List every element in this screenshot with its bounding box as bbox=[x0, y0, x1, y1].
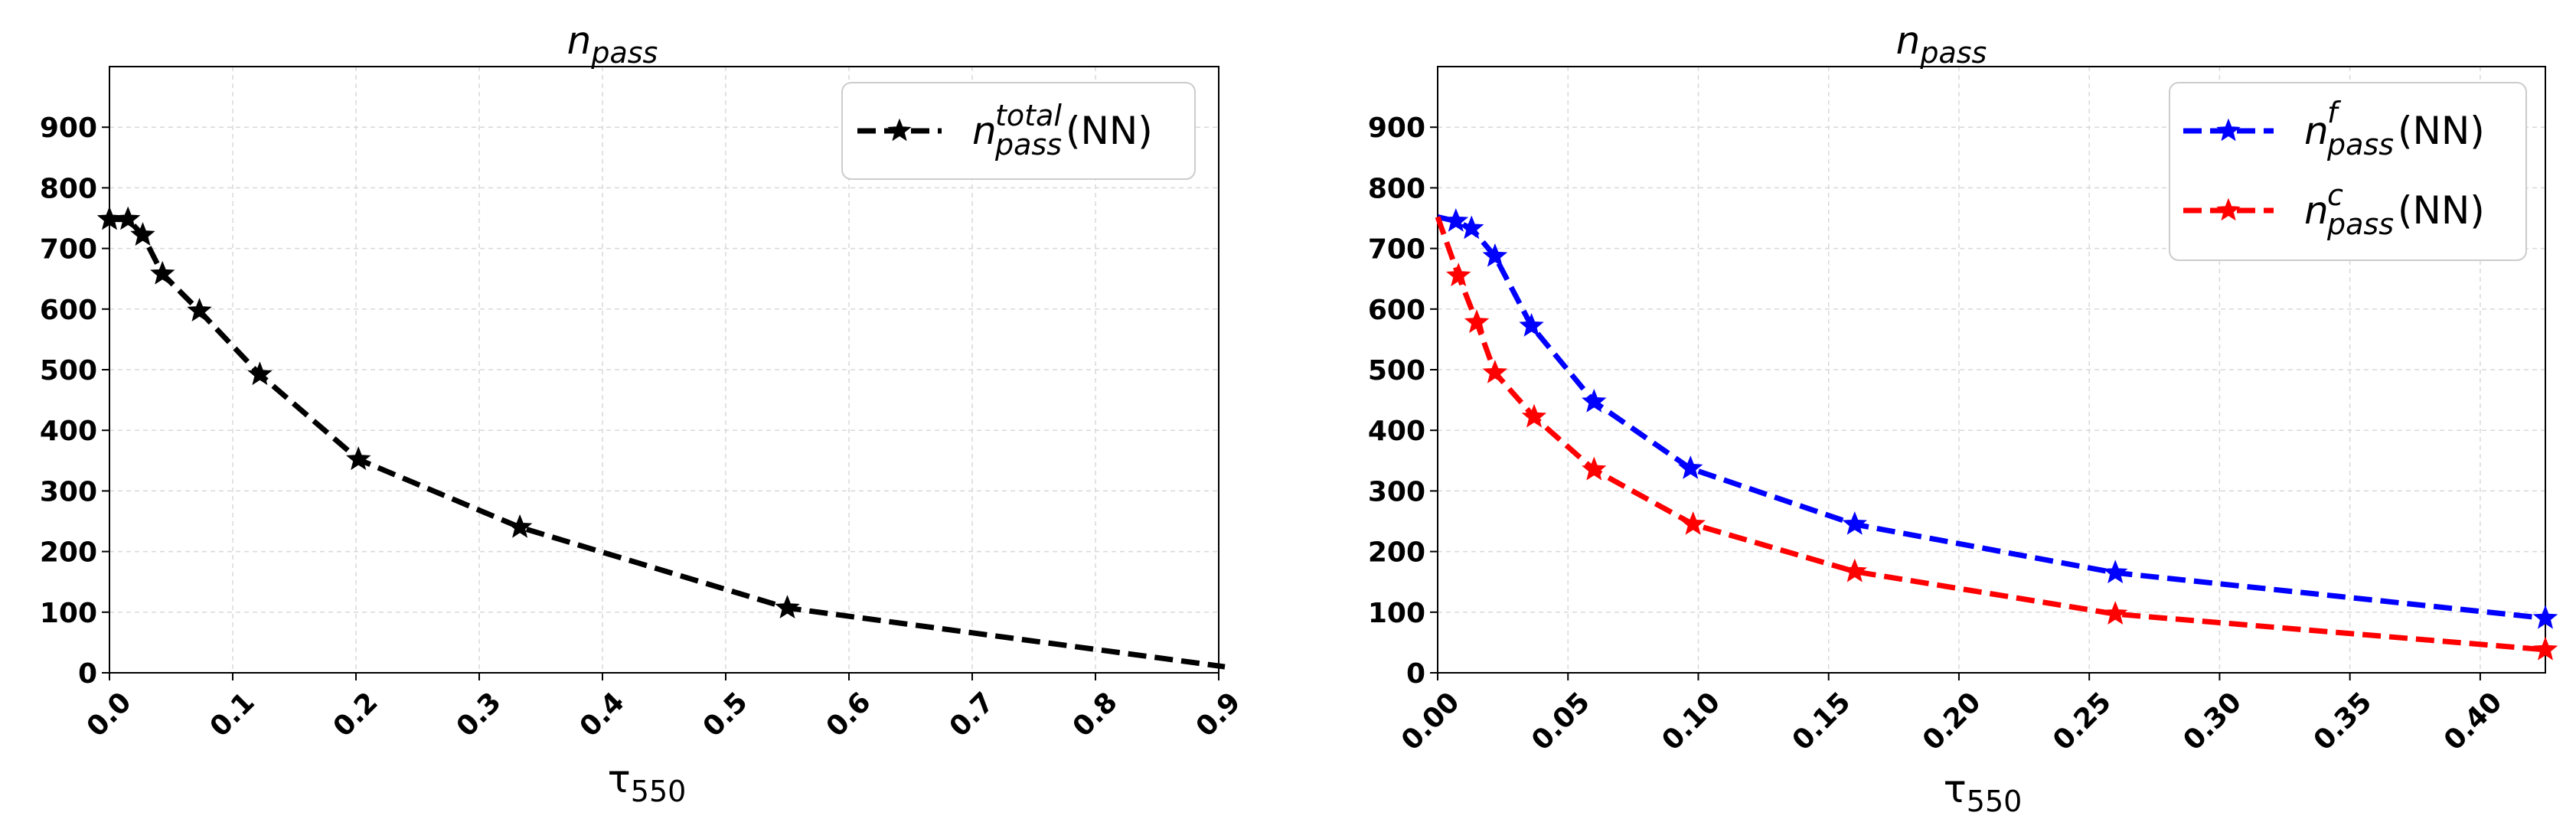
data-point-star bbox=[1678, 455, 1703, 479]
data-point-star bbox=[1459, 215, 1484, 240]
y-tick-label: 800 bbox=[1368, 173, 1425, 204]
y-tick-label: 600 bbox=[1368, 295, 1425, 326]
data-point-star bbox=[1582, 388, 1607, 413]
legend-box bbox=[2169, 82, 2527, 261]
y-tick-label: 200 bbox=[40, 537, 97, 569]
data-point-star bbox=[115, 206, 141, 230]
data-point-star bbox=[1842, 558, 1867, 582]
data-point-star bbox=[2532, 605, 2558, 629]
y-tick-label: 700 bbox=[1368, 234, 1425, 266]
data-point-star bbox=[1443, 207, 1469, 232]
data-point-star bbox=[775, 595, 800, 619]
legend-box bbox=[841, 82, 1196, 180]
data-point-star bbox=[1680, 511, 1706, 535]
data-point-star bbox=[346, 446, 371, 471]
y-tick-label: 400 bbox=[40, 416, 97, 447]
data-point-star bbox=[1446, 263, 1471, 287]
series-right bbox=[1435, 207, 2558, 661]
legend-label-total: ntotal pass(NN) bbox=[972, 99, 1153, 162]
series-left bbox=[96, 206, 1226, 670]
y-tick-label: 800 bbox=[40, 173, 97, 204]
data-point-star bbox=[2103, 601, 2128, 625]
chart-title-left: npass bbox=[567, 18, 658, 70]
legend-marker-star bbox=[2216, 118, 2241, 142]
y-tick-label: 700 bbox=[40, 234, 97, 266]
data-point-star bbox=[130, 222, 155, 246]
data-point-star bbox=[1582, 456, 1607, 481]
data-point-star bbox=[2103, 560, 2128, 584]
y-tick-label: 900 bbox=[1368, 113, 1425, 144]
legend-left: ntotal pass(NN) bbox=[841, 82, 1196, 180]
series-line bbox=[109, 217, 1226, 670]
y-tick-label: 0 bbox=[78, 658, 97, 690]
y-tick-label: 300 bbox=[1368, 476, 1425, 507]
y-ticks-left: 0 100 200 300 400 500 600 700 800 900 bbox=[40, 113, 109, 690]
data-point-star bbox=[187, 298, 212, 321]
y-tick-label: 100 bbox=[40, 598, 97, 629]
legend-label-c: nc pass(NN) bbox=[2304, 178, 2485, 241]
legend-marker-star bbox=[2216, 197, 2241, 221]
y-tick-label: 400 bbox=[1368, 416, 1425, 447]
data-point-star bbox=[247, 361, 273, 386]
series-line bbox=[1435, 216, 2546, 653]
y-tick-label: 500 bbox=[1368, 355, 1425, 387]
y-tick-label: 0 bbox=[1406, 658, 1425, 690]
data-point-star bbox=[2532, 636, 2558, 661]
y-tick-label: 300 bbox=[40, 476, 97, 507]
data-point-star bbox=[1482, 359, 1508, 383]
x-axis-label-left: τ550 bbox=[608, 757, 687, 808]
data-point-star bbox=[1842, 511, 1867, 535]
legend-right: nf pass(NN) nc pass(NN) bbox=[2169, 82, 2527, 261]
y-tick-label: 100 bbox=[1368, 598, 1425, 629]
data-point-star bbox=[1521, 403, 1547, 428]
data-point-star bbox=[150, 260, 175, 285]
data-point-star bbox=[1519, 312, 1544, 337]
y-tick-label: 600 bbox=[40, 295, 97, 326]
data-point-star bbox=[1482, 243, 1508, 267]
y-ticks-right: 0 100 200 300 400 500 600 700 800 900 bbox=[1368, 113, 1438, 690]
y-tick-label: 200 bbox=[1368, 537, 1425, 569]
y-tick-label: 500 bbox=[40, 355, 97, 387]
legend-marker-star bbox=[887, 118, 912, 142]
chart-title-right: npass bbox=[1896, 18, 1987, 70]
x-axis-label-right: τ550 bbox=[1944, 767, 2023, 818]
data-point-star bbox=[1464, 309, 1490, 334]
data-point-star bbox=[507, 514, 533, 538]
y-tick-label: 900 bbox=[40, 113, 97, 144]
